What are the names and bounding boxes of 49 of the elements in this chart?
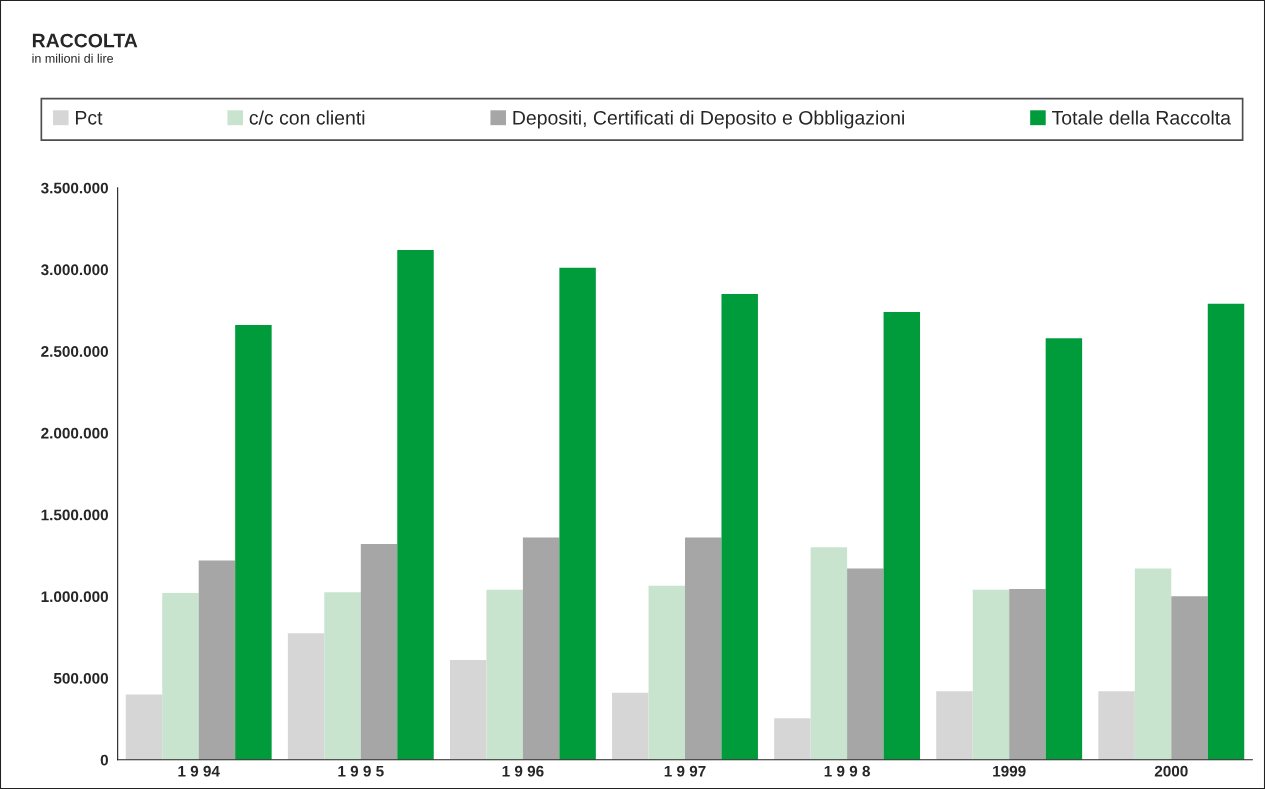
bar: [522, 537, 560, 760]
bar: [1207, 303, 1245, 760]
chart-title: RACCOLTA: [32, 33, 138, 48]
bar: [847, 568, 884, 760]
x-tick-label: 2000: [1154, 765, 1188, 777]
bar: [235, 325, 272, 760]
y-tick-label: 0: [100, 754, 108, 766]
bar: [883, 311, 921, 760]
legend-label: Pct: [76, 111, 103, 125]
bar: [198, 560, 236, 760]
x-tick-label: 1 9 97: [664, 765, 706, 777]
bar: [1045, 338, 1083, 760]
bar: [810, 547, 848, 760]
y-tick-label: 2.000.000: [41, 427, 108, 439]
legend-label: Depositi, Certificati di Deposito e Obbligazioni: [513, 110, 904, 129]
x-tick-label: 1999: [993, 765, 1026, 777]
bar: [449, 660, 487, 760]
bar: [559, 267, 596, 760]
bar: [360, 544, 398, 760]
y-tick-label: 3.000.000: [41, 264, 108, 276]
x-tick-label: 1 9 94: [178, 765, 220, 777]
y-tick-label: 3.500.000: [41, 182, 108, 194]
y-tick-label: 1.500.000: [41, 509, 108, 521]
bar: [1134, 568, 1172, 760]
legend-label: c/c con clienti: [249, 110, 365, 125]
bar: [685, 537, 722, 760]
x-tick-label: 1 9 96: [502, 765, 544, 777]
bar: [1098, 691, 1135, 760]
bar: [612, 692, 649, 760]
bar: [648, 585, 685, 760]
y-tick-label: 500.000: [53, 672, 108, 684]
bar: [1009, 589, 1046, 760]
bar: [774, 718, 811, 760]
bar: [324, 592, 361, 760]
y-tick-label: 2.500.000: [41, 346, 108, 357]
bar: [486, 589, 523, 760]
bar: [397, 249, 434, 760]
bar: [936, 691, 973, 760]
bar: [125, 694, 163, 760]
bar: [972, 589, 1010, 760]
x-tick-label: 1 9 9 5: [338, 765, 384, 777]
x-tick-label: 1 9 9 8: [824, 765, 870, 777]
chart-subtitle: in milioni di lire: [32, 53, 114, 63]
y-tick-label: 1.000.000: [41, 591, 108, 603]
bar: [1171, 596, 1208, 760]
bar: [721, 294, 758, 760]
legend-label: Totale della Raccolta: [1051, 110, 1231, 125]
bar: [287, 633, 325, 760]
bar: [162, 593, 199, 760]
